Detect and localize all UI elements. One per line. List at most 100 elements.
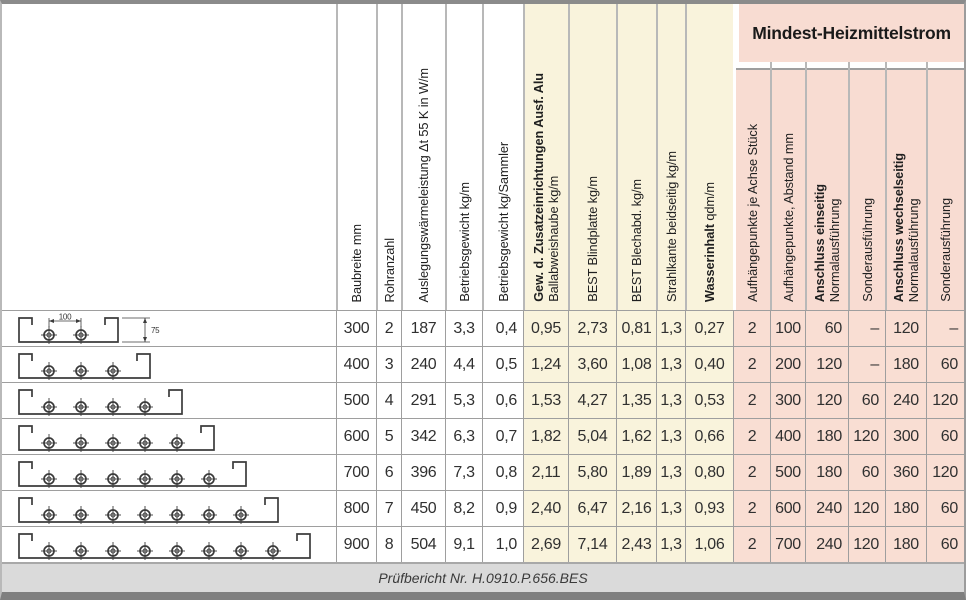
cell-anschluss-wechselseitig: 240 <box>885 382 926 418</box>
cell-betriebsgewicht-kg-sammler: 0,6 <box>482 382 523 418</box>
cell-anschluss-wechselseitig: 180 <box>885 526 926 562</box>
cell-sonderausfuehrung-1: 60 <box>848 454 885 490</box>
cell-wasserinhalt: 1,06 <box>685 526 733 562</box>
cell-anschluss-einseitig: 240 <box>805 526 848 562</box>
cell-sonderausfuehrung-2: 120 <box>926 382 964 418</box>
cell-rohranzahl: 6 <box>376 454 401 490</box>
cell-strahlkante: 1,3 <box>656 490 685 526</box>
cell-baubreite: 400 <box>336 346 376 382</box>
col-header-label: BEST Blechabd. kg/m <box>629 178 645 302</box>
cell-auslegungswaermeleistung: 291 <box>401 382 445 418</box>
cell-aufhaengepunkte-stueck: 2 <box>733 490 770 526</box>
cell-best-blechabd: 1,62 <box>616 418 656 454</box>
profile-cross-section <box>18 460 247 488</box>
col-header-strahlkante: Strahlkante beidseitig kg/m <box>656 4 685 310</box>
cell-gew-zusatzeinrichtungen: 2,11 <box>523 454 568 490</box>
col-header-label: Auslegungswärmeleistung Δt 55 K in W/m <box>416 67 432 303</box>
cell-aufhaengepunkte-abstand: 700 <box>770 526 805 562</box>
col-header-best-blechabd: BEST Blechabd. kg/m <box>616 4 656 310</box>
cell-auslegungswaermeleistung: 396 <box>401 454 445 490</box>
cell-sonderausfuehrung-1: 60 <box>848 382 885 418</box>
profile-cross-section <box>18 424 215 452</box>
cell-wasserinhalt: 0,53 <box>685 382 733 418</box>
cell-sonderausfuehrung-2: 60 <box>926 418 964 454</box>
cell-baubreite: 300 <box>336 310 376 346</box>
profile-cross-section: 100 75 <box>18 312 160 344</box>
cell-best-blechabd: 0,81 <box>616 310 656 346</box>
row-diagram <box>2 454 336 490</box>
cell-sonderausfuehrung-1: 120 <box>848 418 885 454</box>
row-diagram: 100 75 <box>2 310 336 346</box>
cell-betriebsgewicht-kg-sammler: 0,5 <box>482 346 523 382</box>
cell-anschluss-einseitig: 60 <box>805 310 848 346</box>
cell-baubreite: 800 <box>336 490 376 526</box>
cell-baubreite: 700 <box>336 454 376 490</box>
cell-auslegungswaermeleistung: 504 <box>401 526 445 562</box>
cell-gew-zusatzeinrichtungen: 0,95 <box>523 310 568 346</box>
cell-betriebsgewicht-kg-m: 7,3 <box>445 454 482 490</box>
cell-sonderausfuehrung-2: 60 <box>926 526 964 562</box>
cell-rohranzahl: 4 <box>376 382 401 418</box>
cell-gew-zusatzeinrichtungen: 2,69 <box>523 526 568 562</box>
cell-auslegungswaermeleistung: 240 <box>401 346 445 382</box>
cell-sonderausfuehrung-2: 60 <box>926 346 964 382</box>
cell-rohranzahl: 7 <box>376 490 401 526</box>
row-diagram <box>2 490 336 526</box>
cell-rohranzahl: 2 <box>376 310 401 346</box>
row-diagram <box>2 382 336 418</box>
col-header-label: Betriebsgewicht kg/Sammler <box>495 142 511 302</box>
cell-auslegungswaermeleistung: 450 <box>401 490 445 526</box>
cell-aufhaengepunkte-stueck: 2 <box>733 382 770 418</box>
row-diagram <box>2 418 336 454</box>
cell-anschluss-wechselseitig: 180 <box>885 346 926 382</box>
col-header-label: qdm/m <box>702 181 718 225</box>
cell-strahlkante: 1,3 <box>656 454 685 490</box>
cell-rohranzahl: 3 <box>376 346 401 382</box>
col-header-wasserinhalt: Wasserinhalt qdm/m <box>685 4 733 310</box>
col-header-label-bold: Anschluss wechselseitig <box>891 152 907 302</box>
cell-best-blechabd: 1,35 <box>616 382 656 418</box>
cell-strahlkante: 1,3 <box>656 310 685 346</box>
svg-text:75: 75 <box>151 326 160 335</box>
cell-wasserinhalt: 0,66 <box>685 418 733 454</box>
cell-best-blindplatte: 2,73 <box>568 310 616 346</box>
cell-baubreite: 500 <box>336 382 376 418</box>
col-header-label: Baubreite mm <box>349 223 365 302</box>
cell-gew-zusatzeinrichtungen: 1,82 <box>523 418 568 454</box>
cell-gew-zusatzeinrichtungen: 1,53 <box>523 382 568 418</box>
footer-note-text: Prüfbericht Nr. H.0910.P.656.BES <box>378 570 588 586</box>
row-diagram <box>2 526 336 562</box>
cell-aufhaengepunkte-abstand: 200 <box>770 346 805 382</box>
cell-anschluss-wechselseitig: 120 <box>885 310 926 346</box>
cell-aufhaengepunkte-abstand: 500 <box>770 454 805 490</box>
cell-anschluss-wechselseitig: 300 <box>885 418 926 454</box>
cell-aufhaengepunkte-stueck: 2 <box>733 526 770 562</box>
cell-sonderausfuehrung-1: – <box>848 310 885 346</box>
cell-best-blindplatte: 6,47 <box>568 490 616 526</box>
cell-betriebsgewicht-kg-m: 4,4 <box>445 346 482 382</box>
cell-sonderausfuehrung-1: 120 <box>848 526 885 562</box>
cell-betriebsgewicht-kg-sammler: 1,0 <box>482 526 523 562</box>
col-header-rohranzahl: Rohranzahl <box>376 4 401 310</box>
cell-auslegungswaermeleistung: 342 <box>401 418 445 454</box>
cell-wasserinhalt: 0,93 <box>685 490 733 526</box>
cell-aufhaengepunkte-stueck: 2 <box>733 454 770 490</box>
cell-betriebsgewicht-kg-sammler: 0,8 <box>482 454 523 490</box>
cell-best-blindplatte: 7,14 <box>568 526 616 562</box>
diagram-column-header <box>2 4 336 310</box>
cell-betriebsgewicht-kg-sammler: 0,9 <box>482 490 523 526</box>
cell-best-blindplatte: 4,27 <box>568 382 616 418</box>
col-header-betriebsgewicht-kg-m: Betriebsgewicht kg/m <box>445 4 482 310</box>
cell-anschluss-einseitig: 120 <box>805 346 848 382</box>
col-header-best-blindplatte: BEST Blindplatte kg/m <box>568 4 616 310</box>
cell-strahlkante: 1,3 <box>656 526 685 562</box>
col-header-label: Sonderausführung <box>938 198 954 302</box>
cell-auslegungswaermeleistung: 187 <box>401 310 445 346</box>
cell-baubreite: 900 <box>336 526 376 562</box>
col-header-label: BEST Blindplatte kg/m <box>585 176 601 302</box>
cell-aufhaengepunkte-stueck: 2 <box>733 310 770 346</box>
cell-wasserinhalt: 0,80 <box>685 454 733 490</box>
cell-aufhaengepunkte-abstand: 100 <box>770 310 805 346</box>
cell-sonderausfuehrung-2: – <box>926 310 964 346</box>
